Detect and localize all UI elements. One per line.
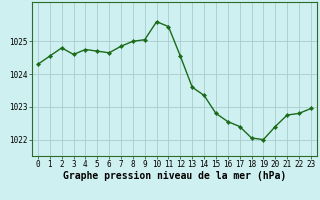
X-axis label: Graphe pression niveau de la mer (hPa): Graphe pression niveau de la mer (hPa)	[63, 171, 286, 181]
